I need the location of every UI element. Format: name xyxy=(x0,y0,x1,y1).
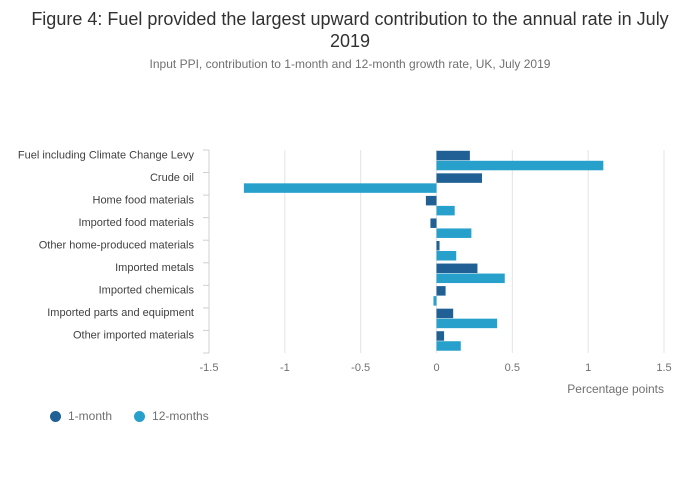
chart-subtitle: Input PPI, contribution to 1-month and 1… xyxy=(149,57,551,71)
bar-12-months xyxy=(436,318,498,329)
legend-marker-1-month xyxy=(50,410,61,422)
x-tick-label: -0.5 xyxy=(351,362,370,374)
legend-label-1-month: 1-month xyxy=(68,409,113,423)
x-tick-label: 0 xyxy=(433,362,439,374)
bar-12-months xyxy=(436,228,472,238)
bar-1-month xyxy=(436,286,446,296)
bar-1-month xyxy=(436,173,482,183)
bar-12-months xyxy=(436,273,505,284)
x-tick-label: 1 xyxy=(585,362,591,374)
category-label: Imported food materials xyxy=(78,217,194,229)
legend: 1-month 12-months xyxy=(50,409,209,423)
x-tick-label: -1.5 xyxy=(200,362,219,374)
bar-1-month xyxy=(430,218,437,228)
category-label: Imported parts and equipment xyxy=(47,307,194,319)
chart-title: Figure 4: Fuel provided the largest upwa… xyxy=(31,9,669,51)
bar-1-month xyxy=(436,331,445,341)
legend-item-1-month[interactable]: 1-month xyxy=(50,409,112,423)
bar-12-months xyxy=(436,251,457,261)
bar-1-month xyxy=(436,308,454,319)
bar-12-months xyxy=(436,160,604,171)
bar-1-month xyxy=(436,241,440,251)
bar-1-month xyxy=(436,150,470,161)
legend-marker-12-months xyxy=(134,410,146,422)
category-label: Home food materials xyxy=(93,194,195,206)
legend-label-12-months: 12-months xyxy=(152,409,209,423)
bar-12-months xyxy=(436,341,461,351)
bar-1-month xyxy=(436,263,478,274)
legend-item-12-months[interactable]: 12-months xyxy=(134,409,209,423)
category-label: Other home-produced materials xyxy=(39,240,195,252)
x-tick-label: 0.5 xyxy=(505,362,520,374)
bar-12-months xyxy=(436,205,455,216)
category-label: Crude oil xyxy=(150,172,194,184)
bar-1-month xyxy=(425,195,437,206)
category-label: Imported metals xyxy=(115,262,194,274)
x-tick-label: -1 xyxy=(280,362,290,374)
bar-12-months xyxy=(243,183,437,193)
category-label: Imported chemicals xyxy=(99,285,195,297)
bar-12-months xyxy=(433,296,437,306)
category-label: Fuel including Climate Change Levy xyxy=(18,149,195,161)
x-axis-title: Percentage points xyxy=(567,382,664,396)
x-tick-label: 1.5 xyxy=(656,362,671,374)
category-label: Other imported materials xyxy=(73,330,195,342)
